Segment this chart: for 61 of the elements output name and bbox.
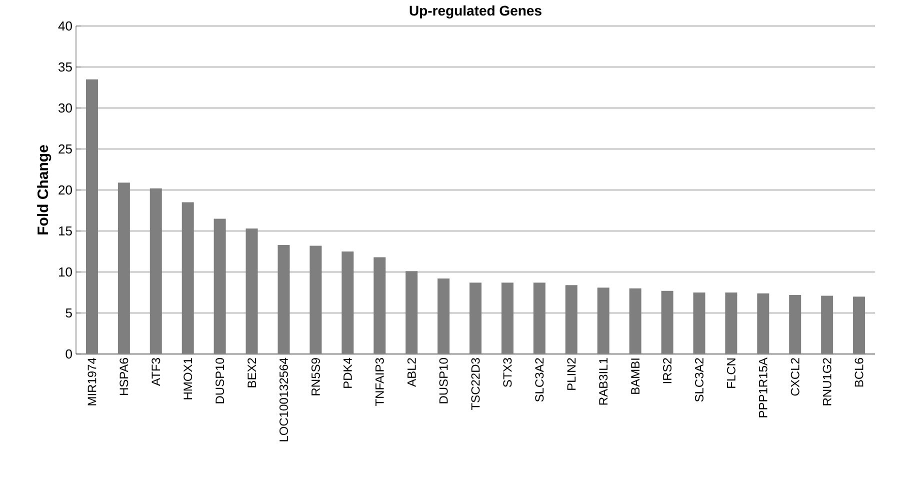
- y-tick-label: 5: [66, 308, 72, 318]
- bar: [629, 288, 642, 354]
- x-tick-label: RAB3IL1: [599, 358, 608, 405]
- x-tick-label: HSPA6: [120, 358, 128, 396]
- y-axis-title: Fold Change: [37, 145, 52, 234]
- x-tick-label: ABL2: [407, 358, 416, 387]
- x-tick-label: IRS2: [663, 358, 672, 384]
- y-tick-label: 20: [58, 185, 72, 195]
- x-tick-label: STX3: [503, 358, 512, 387]
- bar: [310, 246, 322, 354]
- bar: [278, 244, 290, 354]
- chart-title: Up-regulated Genes: [410, 5, 542, 18]
- x-tick-label: FLCN: [726, 358, 736, 388]
- y-tick-label: 40: [58, 21, 72, 31]
- bar: [501, 282, 514, 354]
- y-tick-label: 30: [58, 103, 72, 113]
- x-tick-label: LOC100132564: [280, 358, 288, 442]
- y-tick-label: 10: [58, 267, 72, 277]
- bar: [661, 290, 674, 354]
- y-tick-label: 0: [66, 349, 72, 359]
- bar: [342, 252, 354, 354]
- x-tick-label: TSC22D3: [471, 358, 480, 410]
- bar: [470, 282, 482, 354]
- bar: [246, 228, 258, 354]
- bar: [789, 294, 802, 354]
- x-tick-label: ATF3: [152, 358, 160, 386]
- bar: [821, 296, 834, 354]
- bar: [533, 282, 546, 354]
- x-tick-label: TNFAIP3: [375, 358, 384, 406]
- bar: [182, 202, 194, 354]
- bar: [438, 278, 450, 354]
- x-tick-label: CXCL2: [790, 358, 800, 396]
- bar: [118, 182, 130, 354]
- x-tick-label: BEX2: [248, 358, 256, 388]
- bar: [853, 296, 866, 354]
- bar: [693, 292, 706, 354]
- x-tick-label: RN5S9: [311, 358, 320, 396]
- bar: [757, 293, 770, 354]
- x-tick-label: DUSP10: [439, 358, 448, 404]
- x-tick-label: BAMBI: [631, 358, 640, 394]
- bar: [565, 285, 578, 354]
- x-tick-label: RNU1G2: [822, 358, 832, 406]
- x-tick-label: MIR1974: [88, 358, 96, 406]
- y-tick-label: 25: [58, 144, 72, 154]
- x-tick-label: SLC3A2: [694, 358, 704, 402]
- x-tick-label: SLC3A2: [535, 358, 544, 402]
- bar: [374, 257, 386, 354]
- x-tick-label: PLIN2: [567, 358, 576, 390]
- bar: [150, 188, 162, 354]
- x-tick-label: PDK4: [344, 358, 352, 388]
- x-tick-label: BCL6: [854, 358, 864, 387]
- x-tick-label: DUSP10: [216, 358, 224, 404]
- y-tick-label: 35: [58, 62, 72, 72]
- x-tick-label: PPP1R15A: [758, 358, 768, 418]
- y-tick-label: 15: [58, 226, 72, 236]
- x-tick-label: HMOX1: [184, 358, 192, 400]
- bar: [725, 292, 738, 354]
- bar: [214, 218, 226, 354]
- bar: [406, 271, 418, 354]
- bar: [86, 79, 98, 354]
- bar: [597, 288, 610, 354]
